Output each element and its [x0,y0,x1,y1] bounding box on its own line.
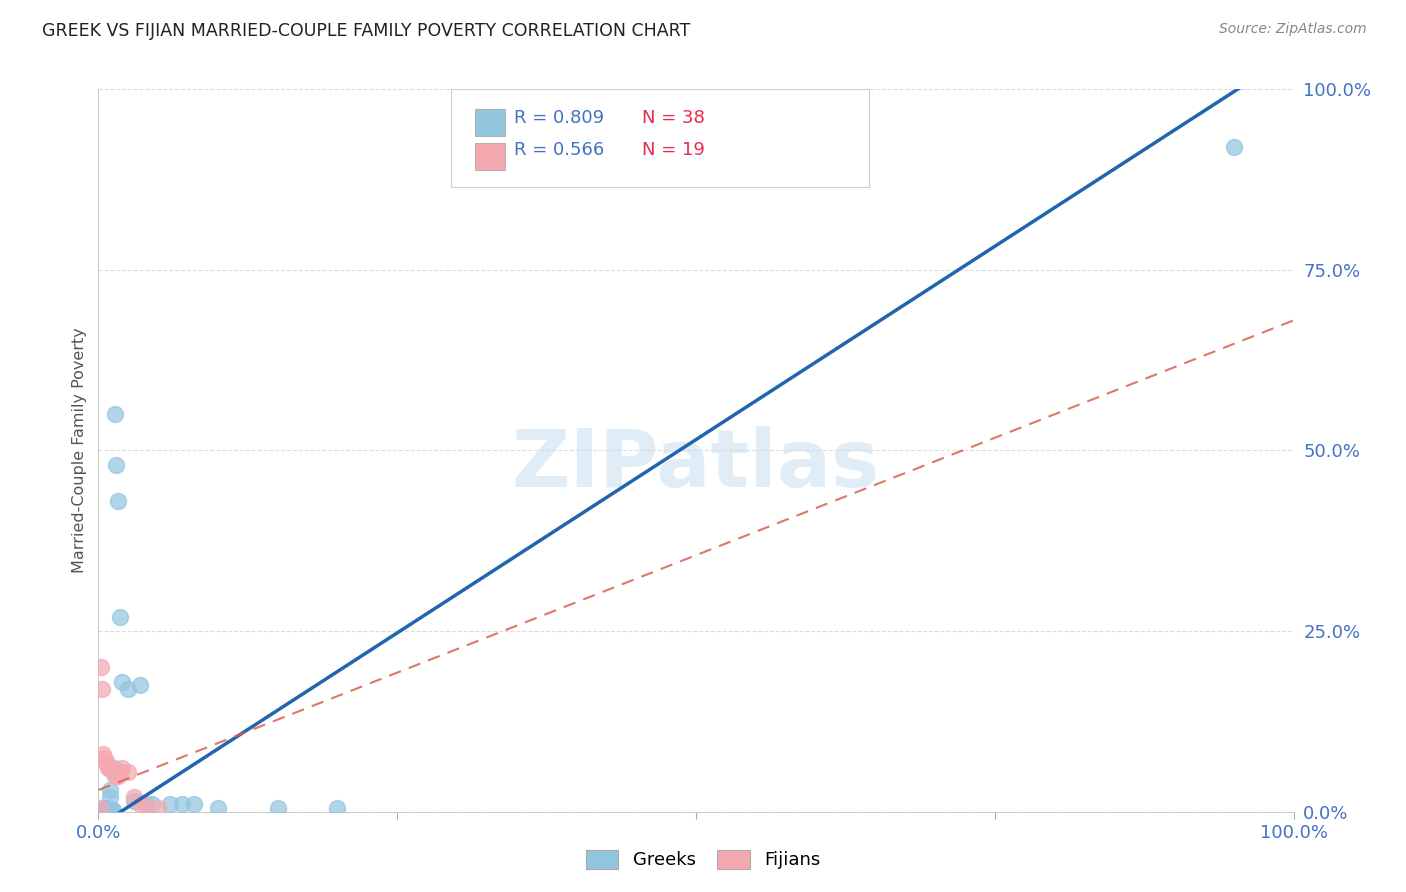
Point [148,801,170,815]
Point [105,458,128,472]
Point [101,803,124,817]
Point [97,804,120,818]
Y-axis label: Married-Couple Family Poverty: Married-Couple Family Poverty [72,327,87,574]
Point [90,803,112,817]
Point [1223,140,1246,154]
Point [90,804,112,818]
Point [93,804,115,818]
Point [104,407,127,421]
Point [172,797,194,812]
Point [91,804,114,818]
Text: R = 0.566: R = 0.566 [515,141,605,159]
Point [107,769,129,783]
Text: GREEK VS FIJIAN MARRIED-COUPLE FAMILY POVERTY CORRELATION CHART: GREEK VS FIJIAN MARRIED-COUPLE FAMILY PO… [42,22,690,40]
Point [111,674,134,689]
Point [91,747,114,761]
Point [93,803,115,817]
Point [103,761,125,775]
Point [96,803,118,817]
Point [111,761,134,775]
Point [207,801,229,815]
Point [100,803,122,817]
Point [159,797,181,812]
Point [124,794,146,808]
Text: ZIPatlas: ZIPatlas [512,425,880,504]
Point [96,802,118,816]
Point [98,761,122,775]
Point [117,681,139,696]
Text: R = 0.809: R = 0.809 [515,110,605,128]
Point [135,799,157,814]
Point [89,803,111,817]
Point [91,681,114,696]
Point [93,750,115,764]
FancyBboxPatch shape [475,143,505,170]
FancyBboxPatch shape [451,89,869,186]
Point [135,797,157,812]
Point [97,761,120,775]
Legend: Greeks, Fijians: Greeks, Fijians [576,841,830,879]
Text: Source: ZipAtlas.com: Source: ZipAtlas.com [1219,22,1367,37]
Point [183,797,205,812]
Point [101,764,124,779]
Point [117,764,139,779]
Point [89,801,111,815]
FancyBboxPatch shape [475,109,505,136]
Point [326,801,349,815]
Point [91,803,114,817]
Point [108,609,131,624]
Point [94,803,117,817]
Point [98,790,122,805]
Point [124,790,146,805]
Point [91,803,114,817]
Point [94,801,117,815]
Point [98,803,121,817]
Point [97,803,120,817]
Point [141,797,163,812]
Point [267,801,290,815]
Point [90,660,112,674]
Point [129,678,152,692]
Point [91,802,114,816]
Text: N = 19: N = 19 [643,141,704,159]
Point [104,769,127,783]
Point [96,757,118,772]
Point [108,764,131,779]
Point [129,797,152,812]
Text: N = 38: N = 38 [643,110,704,128]
Point [94,754,117,768]
Point [107,494,129,508]
Point [98,783,122,797]
